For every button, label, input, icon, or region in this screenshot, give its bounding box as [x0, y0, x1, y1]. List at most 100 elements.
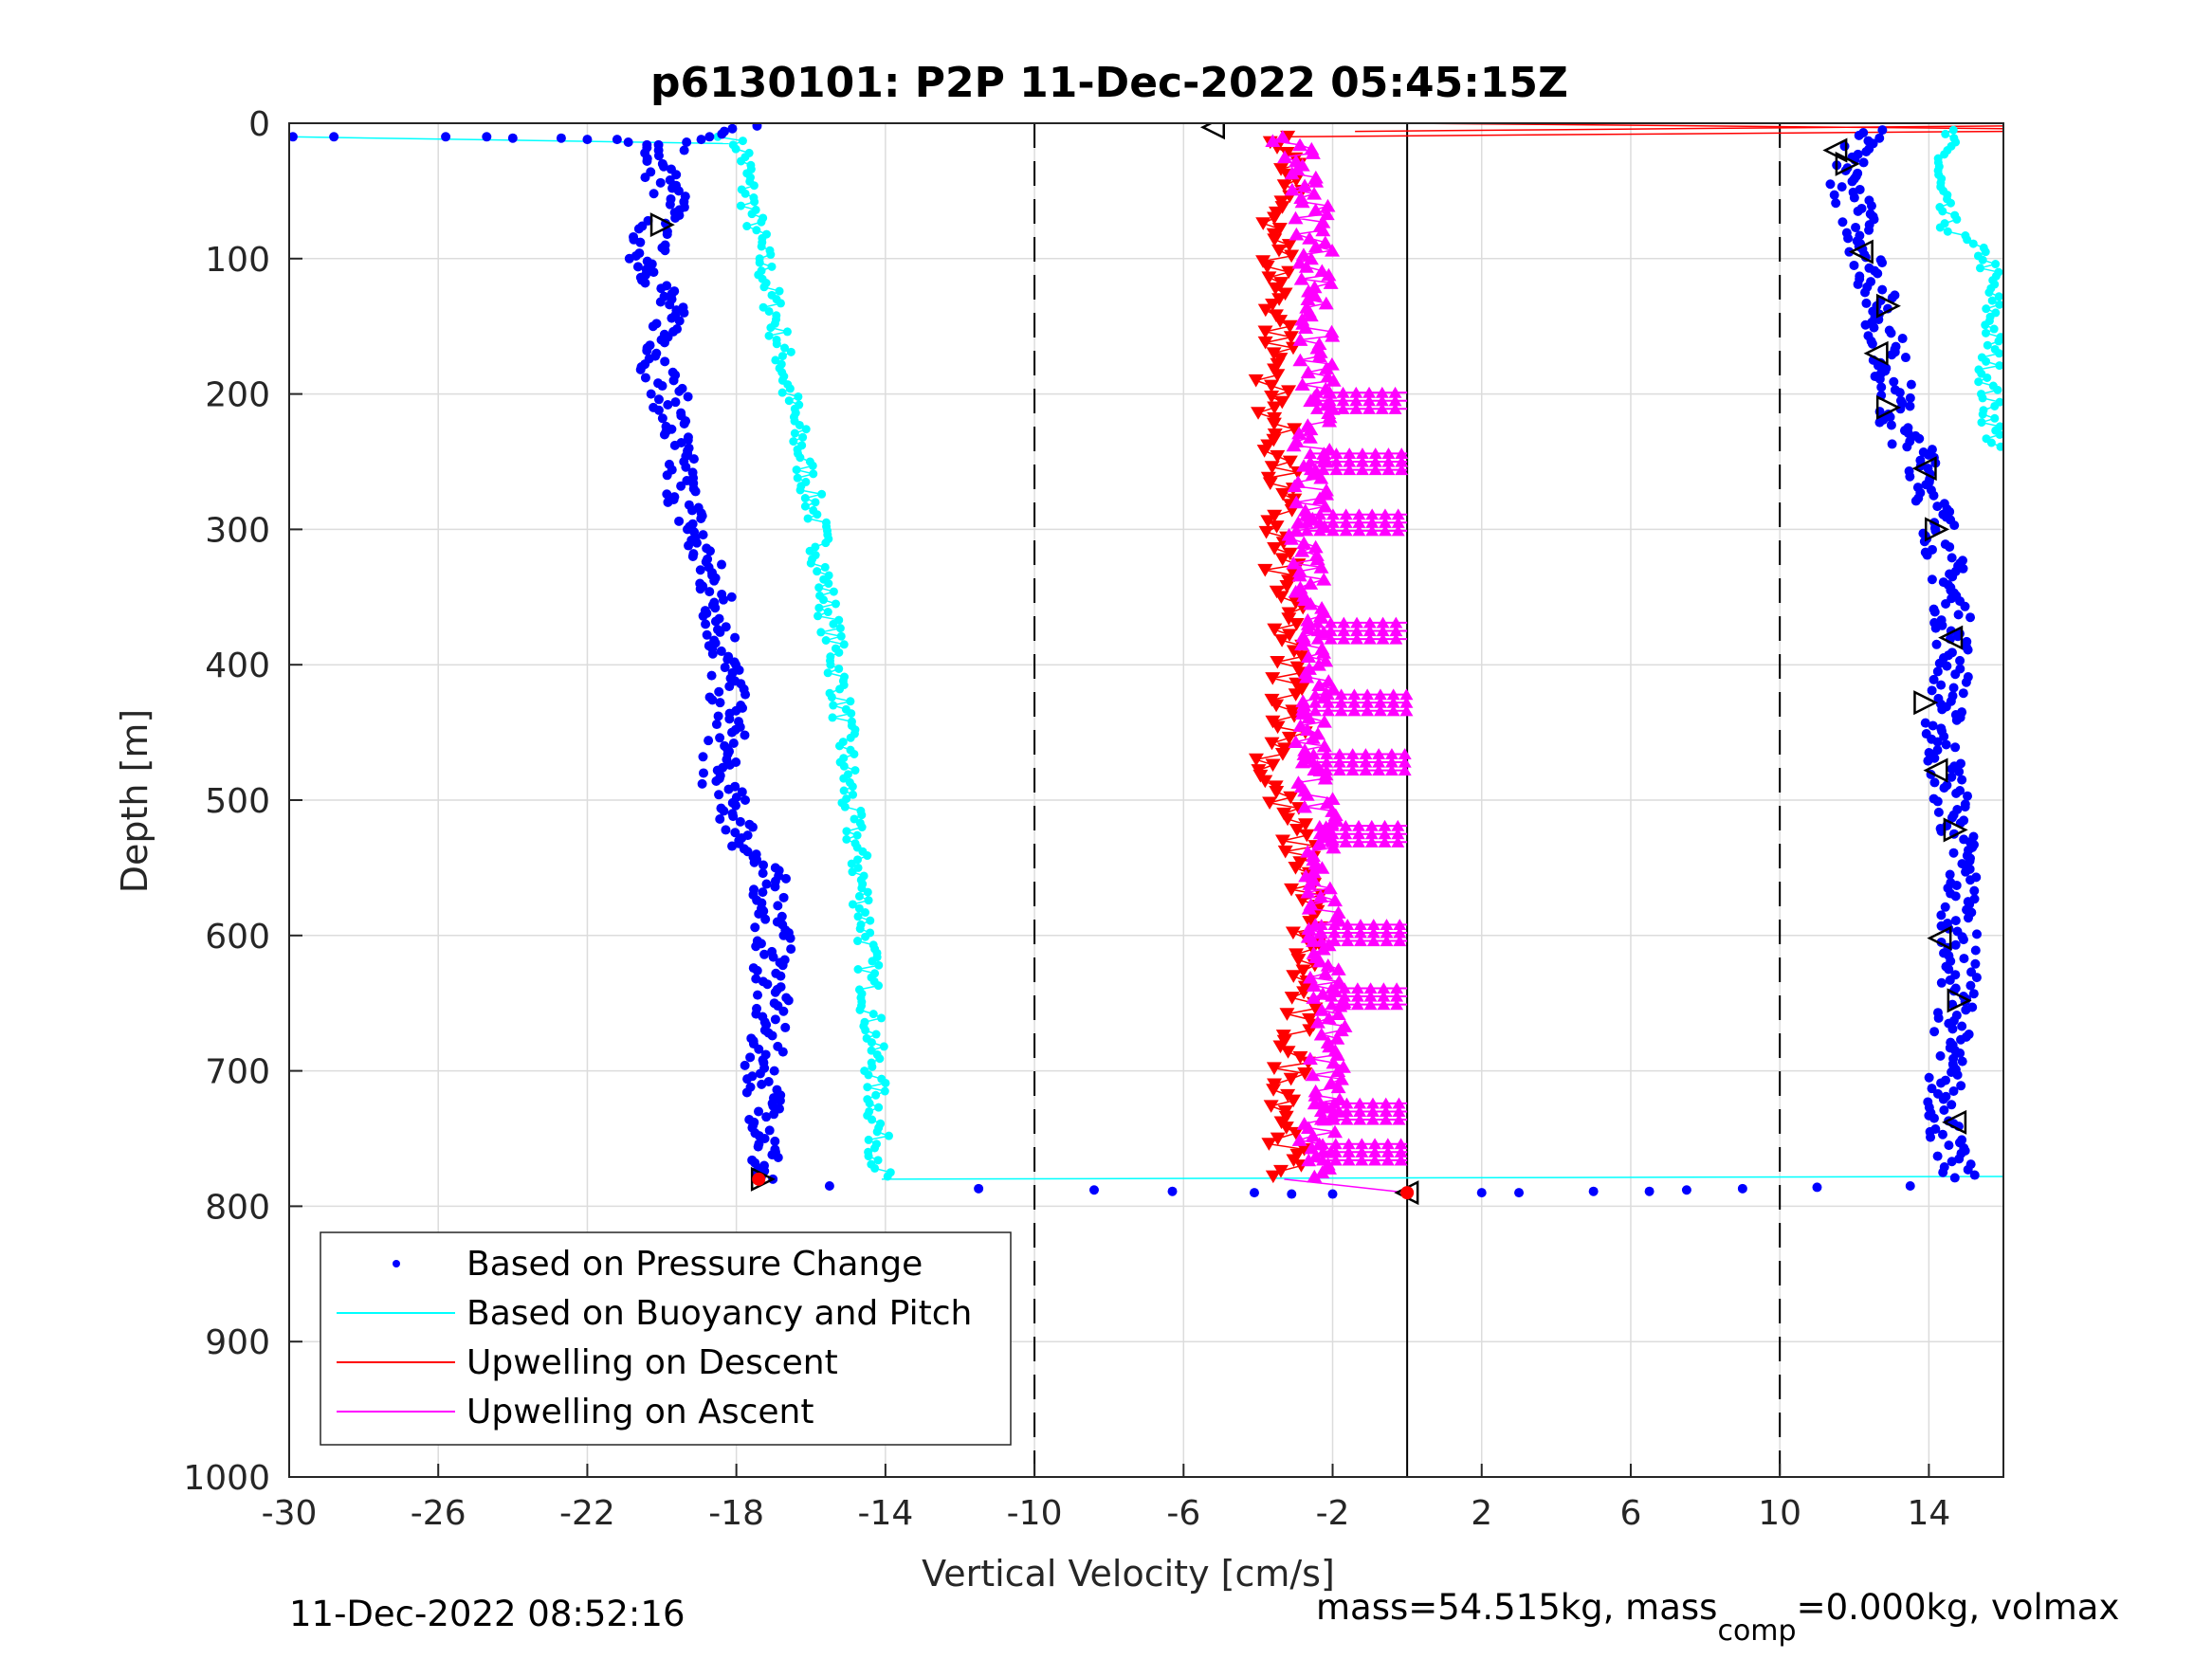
pressure-point: [713, 711, 723, 721]
upwelling-ascent-spike-point: [1362, 403, 1377, 414]
pressure-point: [1897, 334, 1908, 344]
upwelling-ascent-spike-point: [1329, 464, 1344, 476]
pressure-point: [1963, 913, 1973, 923]
pressure-point: [1941, 598, 1951, 609]
upwelling-ascent-spike-point: [1307, 756, 1321, 768]
upwelling-ascent-spike-point: [1325, 990, 1339, 1002]
pressure-point: [642, 155, 652, 166]
pressure-point: [1858, 157, 1869, 168]
upwelling-ascent-spike-point: [1364, 835, 1379, 848]
upwelling-ascent-spike-point: [1386, 688, 1400, 701]
pressure-surface-point: [507, 133, 518, 143]
upwelling-descent-point: [1261, 1138, 1277, 1151]
upwelling-descent-point: [1285, 926, 1301, 940]
upwelling-ascent-point: [1286, 556, 1302, 570]
upwelling-descent-point: [1281, 612, 1297, 626]
pressure-point: [1829, 190, 1839, 200]
pressure-point: [1932, 666, 1943, 677]
pressure-point: [656, 283, 667, 294]
buoyancy-point: [853, 937, 863, 946]
upwelling-ascent-spike-point: [1390, 982, 1404, 994]
upwelling-descent-point: [1269, 520, 1285, 534]
pressure-point: [719, 806, 729, 816]
pressure-point: [1960, 601, 1970, 611]
pressure-point: [674, 516, 685, 526]
buoyancy-point: [824, 579, 833, 589]
upwelling-ascent-spike-point: [1378, 819, 1392, 831]
pressure-point: [1927, 574, 1937, 585]
upwelling-ascent-spike-point: [1373, 704, 1387, 717]
upwelling-ascent-point: [1303, 576, 1319, 590]
upwelling-ascent-spike-point: [1342, 1154, 1356, 1166]
pressure-point: [709, 575, 720, 586]
upwelling-descent-point: [1277, 845, 1293, 859]
pressure-point: [1831, 198, 1841, 209]
buoyancy-point: [813, 510, 822, 520]
upwelling-ascent-spike-point: [1365, 1113, 1380, 1125]
upwelling-ascent-spike-point: [1391, 828, 1405, 840]
upwelling-ascent-point: [1302, 231, 1318, 245]
pressure-point: [1853, 206, 1863, 216]
pressure-point: [640, 278, 650, 288]
upwelling-descent-point: [1283, 791, 1299, 805]
upwelling-ascent-point: [1301, 710, 1317, 724]
buoyancy-point: [1974, 377, 1983, 387]
buoyancy-point: [835, 624, 845, 633]
upwelling-descent-point: [1270, 720, 1286, 735]
upwelling-descent-point: [1275, 834, 1291, 848]
pressure-point: [1873, 268, 1883, 279]
buoyancy-point: [827, 692, 836, 702]
pressure-point: [665, 199, 675, 210]
pressure-point: [1860, 319, 1871, 330]
upwelling-ascent-point: [1321, 674, 1337, 687]
pressure-point: [1971, 929, 1982, 939]
pressure-point: [1947, 1024, 1958, 1034]
upwelling-ascent-point: [1316, 738, 1332, 753]
upwelling-ascent-spike-point: [1347, 704, 1362, 717]
upwelling-ascent-spike-point: [1349, 403, 1363, 414]
upwelling-descent-point: [1267, 211, 1283, 226]
pressure-point: [1825, 179, 1836, 190]
pressure-point: [681, 462, 691, 472]
buoyancy-point: [877, 1013, 887, 1023]
legend: Based on Pressure Change Based on Buoyan…: [320, 1231, 1012, 1446]
buoyancy-point: [850, 749, 859, 758]
pressure-point: [690, 486, 701, 497]
pressure-point: [728, 811, 739, 822]
pressure-point: [665, 174, 675, 185]
upwelling-ascent-point: [1300, 884, 1316, 899]
pressure-point: [1971, 973, 1982, 983]
upwelling-ascent-spike-point: [1313, 524, 1327, 537]
buoyancy-point: [1948, 125, 1958, 135]
upwelling-descent-point: [1290, 954, 1307, 967]
upwelling-ascent-spike-point: [1366, 935, 1380, 947]
pressure-point: [1889, 376, 1899, 387]
upwelling-descent-point: [1255, 217, 1271, 230]
upwelling-descent-point: [1287, 423, 1303, 436]
upwelling-ascent-point: [1321, 1011, 1337, 1025]
buoyancy-point: [814, 583, 824, 592]
buoyancy-point: [795, 453, 805, 463]
pressure-point: [776, 971, 786, 981]
buoyancy-point: [737, 156, 746, 166]
upwelling-descent-point: [1268, 282, 1284, 296]
pressure-point: [770, 1014, 780, 1025]
upwelling-ascent-spike-point: [1329, 455, 1344, 467]
upwelling-ascent-spike-point: [1392, 1113, 1406, 1125]
upwelling-ascent-spike-point: [1354, 935, 1367, 947]
upwelling-ascent-spike-point: [1300, 524, 1314, 537]
buoyancy-point: [1983, 373, 1992, 382]
upwelling-ascent-point: [1294, 637, 1310, 651]
pressure-point: [1955, 1048, 1965, 1059]
buoyancy-point: [1991, 260, 2001, 269]
upwelling-ascent-point: [1317, 966, 1333, 980]
upwelling-ascent-spike-point: [1338, 998, 1352, 1011]
open-triangle-marker: [1835, 151, 1860, 176]
pressure-point: [1886, 420, 1896, 430]
upwelling-ascent-spike-point: [1339, 516, 1353, 528]
upwelling-ascent-spike-point: [1366, 926, 1380, 939]
upwelling-descent-point: [1279, 579, 1295, 593]
pressure-point: [740, 689, 751, 700]
pressure-point: [1900, 353, 1910, 363]
pressure-point: [1953, 610, 1964, 620]
